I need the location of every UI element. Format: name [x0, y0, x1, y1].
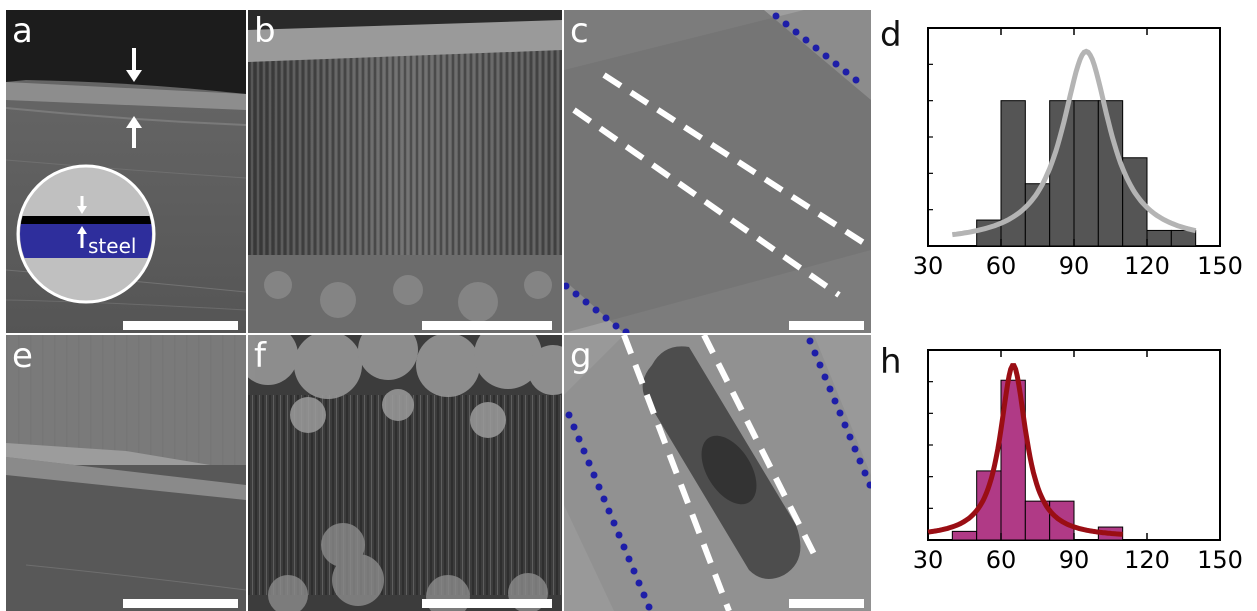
x-tick-label: 60 — [986, 252, 1017, 280]
panel-g-micrograph: g — [564, 335, 871, 611]
panel-f-micrograph: f — [248, 335, 562, 611]
scale-bar — [422, 321, 552, 330]
panel-c-micrograph: c — [564, 10, 871, 333]
x-tick-label: 30 — [913, 252, 944, 280]
panel-g-image — [564, 335, 871, 611]
panel-c-image — [564, 10, 871, 333]
panel-b-image — [248, 10, 562, 333]
x-tick-label: 90 — [1059, 252, 1090, 280]
panel-label: g — [570, 336, 592, 376]
x-tick-label: 120 — [1124, 252, 1170, 280]
histogram-bar — [1073, 100, 1099, 247]
panel-label: d — [880, 15, 902, 55]
scale-bar — [123, 321, 238, 330]
histogram-d-svg: 30 60 90 120 150 — [913, 27, 1243, 280]
outer-boundary-dots — [565, 337, 871, 611]
panel-f-image — [248, 335, 562, 611]
inset-steel-label: steel — [88, 234, 137, 258]
histogram-h-svg: 30 60 90 120 150 — [913, 349, 1243, 574]
x-tick-label: 30 — [913, 546, 944, 574]
panel-b-micrograph: b — [248, 10, 562, 333]
panel-a-micrograph: a steel — [6, 10, 246, 333]
outer-boundary-dots — [564, 12, 860, 333]
panel-label: a — [12, 11, 33, 51]
histogram-d: 30 60 90 120 150 — [890, 0, 1250, 300]
panel-label: c — [570, 11, 589, 51]
arrow-up-icon — [126, 116, 142, 148]
tube-wall-dashes — [621, 335, 820, 611]
fit-curve — [951, 48, 1197, 238]
x-tick-label: 120 — [1124, 546, 1170, 574]
fit-curve — [927, 363, 1123, 537]
scale-bar — [123, 599, 238, 608]
panel-label: f — [254, 336, 266, 376]
arrow-down-icon — [126, 48, 142, 82]
scale-bar — [422, 599, 552, 608]
panel-e-image — [6, 335, 246, 611]
panel-label: h — [880, 342, 902, 382]
histogram-bar — [1170, 229, 1197, 247]
panel-a-image — [6, 10, 246, 333]
scale-bar — [789, 321, 864, 330]
histogram-bar — [951, 530, 978, 541]
panel-label: b — [254, 11, 276, 51]
x-tick-label: 90 — [1059, 546, 1090, 574]
inset-schematic — [16, 164, 156, 304]
panel-label: e — [12, 336, 33, 376]
histogram-h: 30 60 90 120 150 — [890, 330, 1250, 611]
x-tick-label: 150 — [1197, 546, 1243, 574]
x-tick-label: 60 — [986, 546, 1017, 574]
panel-e-micrograph: e — [6, 335, 246, 611]
histogram-bar — [1146, 229, 1172, 247]
x-tick-label: 150 — [1197, 252, 1243, 280]
tube-wall-dashes — [572, 72, 869, 298]
scale-bar — [789, 599, 864, 608]
